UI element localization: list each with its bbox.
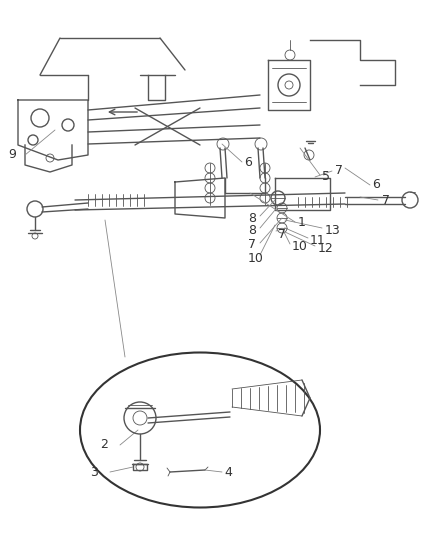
Text: 10: 10	[292, 240, 308, 254]
Text: 5: 5	[322, 169, 330, 182]
Text: 13: 13	[325, 223, 341, 237]
Text: 3: 3	[90, 465, 98, 479]
Text: 1: 1	[298, 216, 306, 230]
Text: 11: 11	[310, 233, 326, 246]
Text: 8: 8	[248, 223, 256, 237]
Text: 10: 10	[248, 252, 264, 264]
Text: 2: 2	[100, 439, 108, 451]
Text: 6: 6	[372, 179, 380, 191]
Text: 7: 7	[278, 228, 286, 240]
Ellipse shape	[80, 352, 320, 507]
Text: 6: 6	[244, 157, 252, 169]
Text: 7: 7	[335, 164, 343, 176]
Text: 4: 4	[224, 465, 232, 479]
Text: 7: 7	[382, 193, 390, 206]
Text: 8: 8	[248, 212, 256, 224]
Text: 12: 12	[318, 241, 334, 254]
Text: 7: 7	[248, 238, 256, 252]
Text: 9: 9	[8, 149, 16, 161]
